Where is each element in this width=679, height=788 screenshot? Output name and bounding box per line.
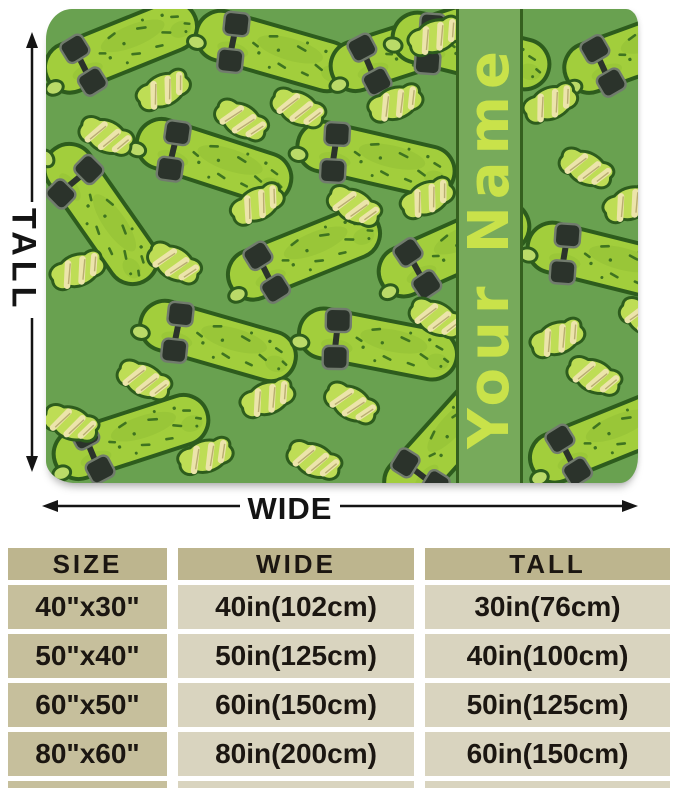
table-cell-tall: 50in(125cm): [425, 683, 670, 727]
blanket-photo: Your Name: [46, 9, 638, 483]
table-cell-size: 80"x60": [8, 732, 167, 776]
personalized-name-text: Your Name: [457, 43, 523, 449]
table-cell-wide: 40in(102cm): [178, 585, 414, 629]
table-header-tall: TALL: [425, 548, 670, 580]
table-cell-wide: 60in(150cm): [178, 683, 414, 727]
tall-dimension-arrow: [26, 32, 38, 472]
table-cell-tall: 60in(150cm): [425, 732, 670, 776]
table-cell-size: 50"x40": [8, 634, 167, 678]
table-cell-tall: 40in(100cm): [425, 634, 670, 678]
table-cell-cutoff-row: [8, 781, 167, 788]
table-cell-size: 60"x50": [8, 683, 167, 727]
table-cell-wide: 80in(200cm): [178, 732, 414, 776]
table-header-wide: WIDE: [178, 548, 414, 580]
pickle-pattern: [46, 9, 638, 483]
name-band: Your Name: [456, 9, 523, 483]
wide-dimension-label: WIDE: [247, 491, 333, 526]
table-cell-tall: 30in(76cm): [425, 585, 670, 629]
wide-dimension-arrow: [42, 500, 638, 512]
table-cell-size: 40"x30": [8, 585, 167, 629]
table-cell-wide: 50in(125cm): [178, 634, 414, 678]
tall-dimension-label: TALL: [4, 207, 43, 313]
size-chart-table: SIZE WIDE TALL 40"x30" 40in(102cm) 30in(…: [8, 548, 679, 788]
table-cell-cutoff-row: [425, 781, 670, 788]
table-cell-cutoff-row: [178, 781, 414, 788]
table-header-size: SIZE: [8, 548, 167, 580]
